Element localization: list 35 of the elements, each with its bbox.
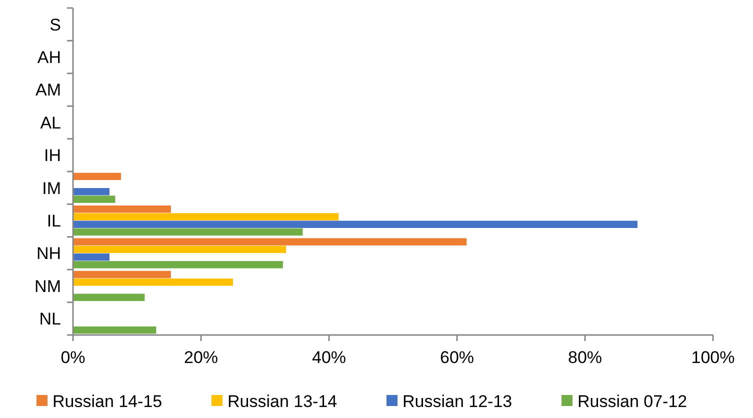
bar	[73, 253, 110, 261]
bar	[73, 278, 233, 286]
bar	[73, 228, 303, 236]
x-tick-label: 20%	[184, 348, 218, 367]
bar	[73, 238, 467, 246]
x-tick-label: 100%	[691, 348, 735, 367]
legend-label: Russian 14-15	[52, 392, 162, 411]
bar	[73, 172, 121, 180]
bar	[73, 206, 171, 213]
legend-label: Russian 13-14	[228, 392, 338, 411]
y-tick-label: NH	[36, 244, 61, 264]
y-tick-label: NM	[34, 276, 61, 296]
bar	[73, 196, 116, 203]
y-tick-label: IM	[42, 178, 61, 198]
bar	[73, 246, 286, 254]
x-tick-label: 40%	[312, 348, 346, 367]
x-tick-label: 60%	[440, 348, 474, 367]
y-tick-label: IH	[44, 146, 61, 166]
y-tick-label: AH	[37, 48, 61, 67]
y-tick-label: S	[50, 15, 61, 34]
bar	[73, 220, 638, 228]
x-tick-label: 0%	[60, 348, 86, 367]
y-tick-label: NL	[39, 310, 61, 329]
y-tick-label: IL	[46, 212, 61, 230]
bar	[73, 326, 156, 334]
bar	[73, 188, 110, 196]
bar	[73, 270, 171, 278]
y-tick-label: AM	[36, 80, 61, 100]
legend-label: Russian 12-13	[402, 392, 512, 411]
bar	[73, 261, 283, 268]
legend-label: Russian 07-12	[578, 392, 688, 411]
bar	[73, 213, 339, 220]
bar	[73, 294, 145, 301]
y-tick-label: AL	[40, 113, 61, 132]
x-tick-label: 80%	[568, 348, 602, 367]
